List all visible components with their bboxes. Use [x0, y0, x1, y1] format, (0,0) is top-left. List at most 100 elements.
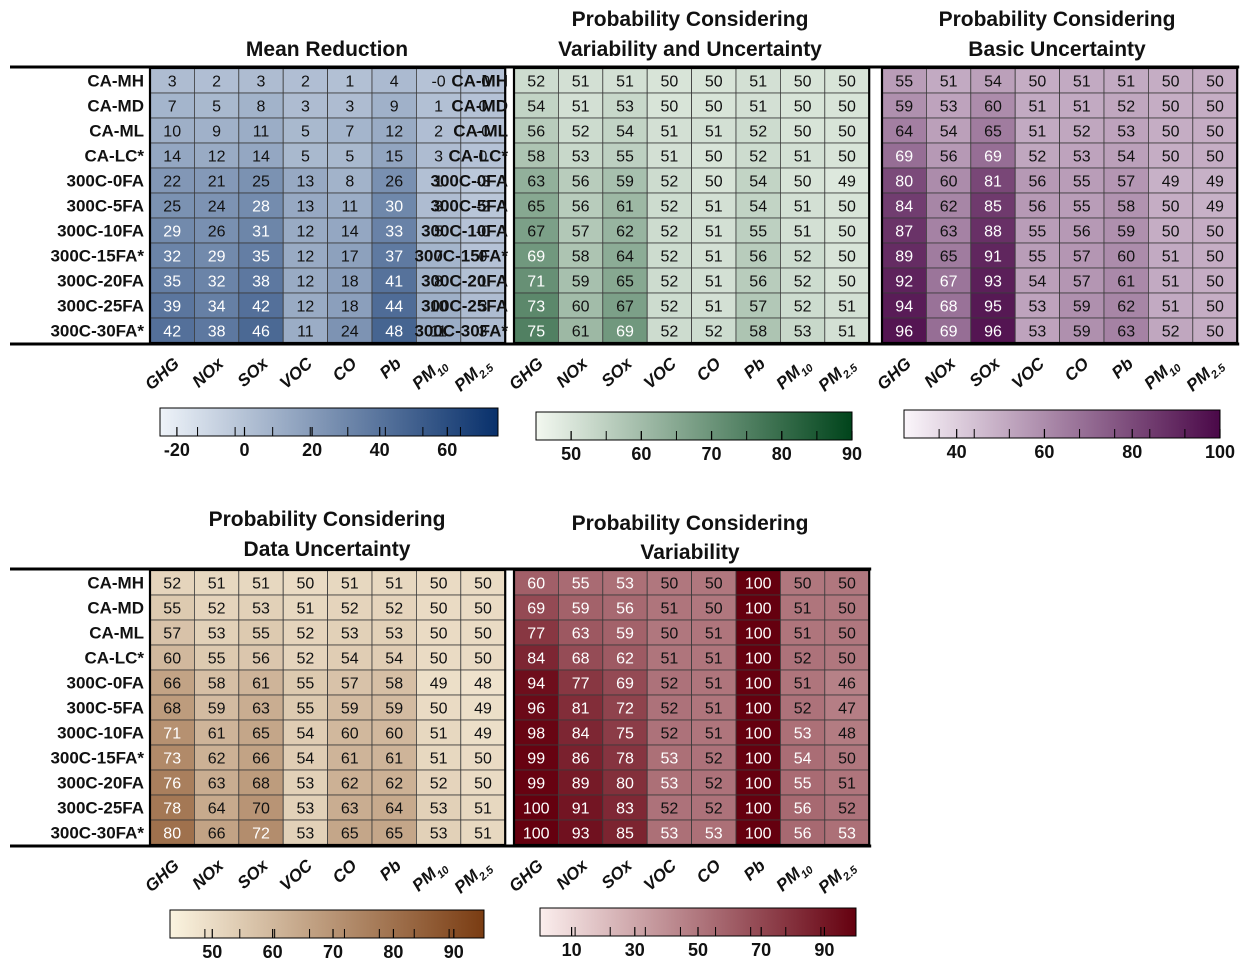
cell-value: 92 — [895, 274, 913, 291]
heatmap-cell — [327, 192, 373, 219]
cell-value: 1 — [479, 274, 488, 291]
heatmap-cell — [1192, 317, 1238, 344]
cell-value: 62 — [940, 199, 958, 216]
cell-value: 80 — [616, 776, 634, 793]
cell-value: 52 — [794, 274, 812, 291]
heatmap-cell — [735, 192, 781, 219]
colorbar-tick-label: 50 — [561, 444, 581, 464]
cell-value: 51 — [430, 751, 448, 768]
heatmap-cell — [415, 217, 462, 244]
cell-value: 5 — [301, 124, 310, 141]
heatmap-cell — [1103, 267, 1149, 294]
cell-value: 52 — [661, 199, 679, 216]
heatmap-cell — [558, 744, 604, 771]
heatmap-cell — [327, 217, 373, 244]
heatmap-cell — [460, 769, 506, 796]
cell-value: 69 — [940, 324, 958, 341]
colorbar-tick-label: 90 — [842, 444, 862, 464]
cell-value: 77 — [572, 676, 590, 693]
cell-value: 2 — [212, 74, 221, 91]
cell-value: 52 — [341, 601, 359, 618]
cell-value: 50 — [1206, 299, 1224, 316]
heatmap-cell — [1059, 292, 1105, 319]
cell-value: 53 — [794, 726, 812, 743]
cell-value: 53 — [661, 776, 679, 793]
heatmap-cell — [602, 569, 648, 596]
heatmap-cell — [735, 117, 781, 144]
heatmap-cell — [602, 217, 648, 244]
cell-value: 64 — [895, 124, 913, 141]
heatmap-cell — [691, 644, 737, 671]
cell-value: 14 — [163, 149, 181, 166]
cell-value: 63 — [572, 626, 590, 643]
column-label: PM2.5 — [815, 855, 861, 900]
cell-value: 50 — [1029, 74, 1047, 91]
heatmap-cell — [735, 669, 781, 696]
cell-value: 3 — [168, 74, 177, 91]
heatmap-cell — [238, 167, 284, 194]
heatmap-cell — [238, 117, 284, 144]
heatmap-cell — [881, 67, 927, 94]
cell-value: 11 — [341, 199, 358, 216]
heatmap-cell — [780, 569, 826, 596]
cell-value: 66 — [163, 676, 181, 693]
heatmap-cell — [646, 92, 693, 119]
heatmap-cell — [371, 744, 417, 771]
cell-value: 52 — [1117, 99, 1135, 116]
cell-value: 60 — [385, 726, 403, 743]
cell-value: 100 — [745, 776, 772, 793]
cell-value: 52 — [1073, 124, 1091, 141]
cell-value: 65 — [341, 826, 359, 843]
heatmap-cell — [735, 317, 781, 344]
cell-value: 3 — [301, 99, 310, 116]
column-label: PM2.5 — [1183, 353, 1229, 398]
cell-value: 49 — [430, 676, 448, 693]
heatmap-cell — [193, 117, 240, 144]
cell-value: 52 — [430, 776, 448, 793]
cell-value: 51 — [208, 576, 226, 593]
cell-value: 1 — [434, 99, 443, 116]
heatmap-cell — [735, 569, 781, 596]
cell-value: 53 — [1029, 299, 1047, 316]
heatmap-cell — [926, 317, 972, 344]
row-label: 300C-25FA — [57, 799, 144, 818]
cell-value: 56 — [572, 199, 590, 216]
heatmap-cell — [1014, 192, 1061, 219]
cell-value: 53 — [940, 99, 958, 116]
heatmap-cell — [460, 569, 506, 596]
cell-value: 49 — [1206, 199, 1224, 216]
heatmap-cell — [646, 117, 693, 144]
heatmap-cell — [646, 317, 693, 344]
cell-value: -0 — [431, 74, 445, 91]
heatmap-cell — [602, 594, 648, 621]
cell-value: 51 — [430, 726, 448, 743]
cell-value: 51 — [1029, 99, 1047, 116]
cell-value: 12 — [297, 224, 315, 241]
row-label: 300C-30FA* — [50, 322, 144, 341]
cell-value: 54 — [794, 751, 812, 768]
cell-value: 63 — [940, 224, 958, 241]
cell-value: 53 — [616, 576, 634, 593]
cell-value: 4 — [390, 74, 399, 91]
heatmap-cell — [735, 744, 781, 771]
cell-value: 68 — [163, 701, 181, 718]
cell-value: 50 — [1162, 149, 1180, 166]
heatmap-cell — [780, 117, 826, 144]
cell-value: 58 — [385, 676, 403, 693]
cell-value: 65 — [616, 274, 634, 291]
cell-value: 25 — [252, 174, 270, 191]
cell-value: 52 — [661, 801, 679, 818]
heatmap-cell — [460, 694, 506, 721]
heatmap-cell — [460, 819, 506, 846]
heatmap-cell — [282, 694, 329, 721]
cell-value: 93 — [572, 826, 590, 843]
cell-value: 51 — [1073, 74, 1091, 91]
cell-value: 58 — [527, 149, 545, 166]
row-label: CA-MH — [87, 574, 144, 593]
heatmap-cell — [602, 67, 648, 94]
heatmap-cell — [282, 142, 329, 169]
cell-value: 88 — [984, 224, 1002, 241]
cell-value: 50 — [1206, 149, 1224, 166]
cell-value: 67 — [940, 274, 958, 291]
cell-value: 50 — [474, 776, 492, 793]
